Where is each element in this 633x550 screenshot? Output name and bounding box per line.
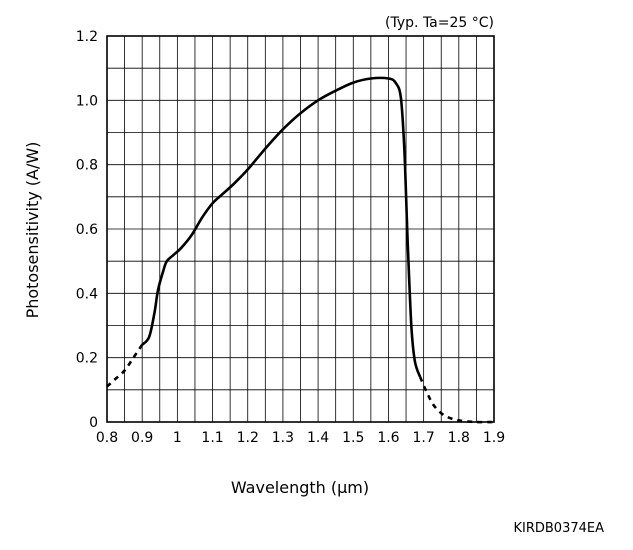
- grid-lines: [107, 36, 494, 422]
- y-tick-label: 0.8: [76, 158, 98, 174]
- curve-segment-dashed: [418, 376, 495, 424]
- x-tick-label: 1.8: [448, 430, 470, 446]
- x-tick-label: 0.9: [131, 430, 153, 446]
- x-tick-label: 1.9: [483, 430, 505, 446]
- x-tick-label: 1.1: [201, 430, 223, 446]
- y-tick-label: 0.4: [76, 286, 98, 302]
- y-axis-title: Photosensitivity (A/W): [23, 142, 42, 319]
- x-tick-labels: 0.8 0.9 1 1.1 1.2 1.3 1.4 1.5 1.6 1.7 1.8 1.9: [96, 430, 505, 446]
- y-tick-labels: 0 0.2 0.4 0.6 0.8 1.0 1.2: [76, 29, 98, 431]
- x-tick-label: 1: [173, 430, 182, 446]
- x-tick-label: 1.3: [272, 430, 294, 446]
- curve-segment-dashed: [106, 344, 144, 388]
- document-code: KIRDB0374EA: [513, 521, 604, 536]
- y-tick-label: 1.0: [76, 93, 98, 109]
- y-tick-label: 0: [89, 415, 98, 431]
- x-tick-label: 1.7: [413, 430, 435, 446]
- curve-segment-solid: [141, 76, 422, 378]
- photosensitivity-curve: [106, 76, 495, 424]
- x-axis-title: Wavelength (μm): [231, 478, 369, 497]
- y-tick-label: 0.6: [76, 222, 98, 238]
- x-tick-label: 1.5: [342, 430, 364, 446]
- x-tick-label: 0.8: [96, 430, 118, 446]
- plot-frame: [106, 35, 495, 423]
- measurement-condition: (Typ. Ta=25 °C): [385, 15, 494, 31]
- x-tick-label: 1.2: [237, 430, 259, 446]
- y-tick-label: 0.2: [76, 351, 98, 367]
- x-tick-label: 1.6: [377, 430, 399, 446]
- x-tick-label: 1.4: [307, 430, 329, 446]
- y-tick-label: 1.2: [76, 29, 98, 45]
